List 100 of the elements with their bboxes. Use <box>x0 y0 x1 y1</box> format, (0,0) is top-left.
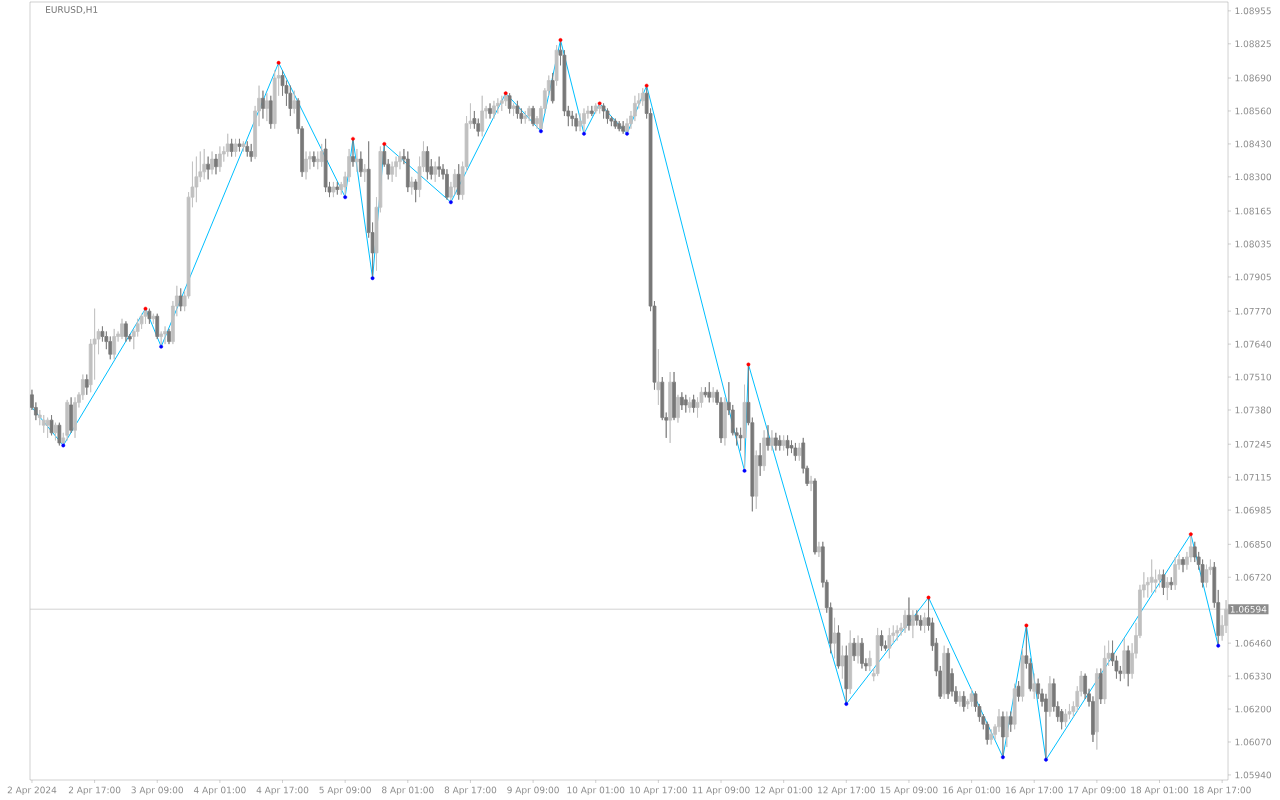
candlestick <box>754 450 759 510</box>
candlestick <box>957 690 962 707</box>
candlestick <box>167 328 171 345</box>
candlestick <box>194 156 199 203</box>
x-tick-label: 11 Apr 09:00 <box>692 786 750 796</box>
candlestick <box>852 637 856 662</box>
y-tick-label: 1.08955 <box>1235 7 1271 15</box>
candlestick <box>57 422 62 446</box>
y-tick-label: 1.08690 <box>1235 74 1272 82</box>
line-series <box>31 39 1219 761</box>
candlestick <box>268 95 273 130</box>
candlestick <box>793 442 798 462</box>
candlestick <box>574 113 579 132</box>
candlestick <box>288 85 293 117</box>
candlestick <box>124 320 128 342</box>
point <box>343 195 348 200</box>
point <box>382 142 387 146</box>
point <box>844 702 849 706</box>
point <box>276 60 281 65</box>
y-tick-label: 1.06330 <box>1235 672 1272 680</box>
candlestick <box>445 168 449 201</box>
candlestick <box>777 434 782 451</box>
point <box>539 129 543 134</box>
candlestick <box>770 429 774 451</box>
candlestick <box>480 95 485 137</box>
y-tick-label: 1.07770 <box>1235 307 1272 315</box>
x-tick-label: 8 Apr 01:00 <box>382 786 434 796</box>
candlestick <box>856 635 860 664</box>
y-tick-label: 1.07510 <box>1235 373 1272 381</box>
candlestick <box>809 475 813 492</box>
y-tick-label: 1.08165 <box>1235 207 1271 215</box>
candlestick <box>817 541 821 558</box>
candlestick <box>206 156 211 180</box>
candlestick <box>1173 556 1178 591</box>
candlestick <box>1181 556 1185 573</box>
candlestick <box>523 110 528 125</box>
y-tick-label: 1.06070 <box>1235 738 1272 746</box>
candlestick <box>433 161 438 183</box>
candlestick <box>1020 647 1025 702</box>
candlestick <box>112 328 117 360</box>
candlestick <box>394 156 398 178</box>
candlestick <box>405 151 410 193</box>
candlestick <box>1098 668 1103 705</box>
candlestick <box>492 100 496 119</box>
candlestick <box>758 442 763 477</box>
candlestick <box>507 92 512 114</box>
point <box>625 131 629 136</box>
candlestick <box>683 394 688 413</box>
candlestick <box>668 371 672 444</box>
candlestick <box>425 146 430 180</box>
y-tick-label: 1.07245 <box>1235 440 1271 448</box>
candlestick <box>914 609 919 626</box>
candlestick <box>147 308 152 325</box>
candlestick <box>527 105 532 122</box>
candlestick <box>49 414 54 436</box>
candlestick <box>335 181 340 195</box>
candlestick <box>163 325 167 345</box>
candlestick <box>45 417 50 439</box>
candlestick <box>613 118 618 130</box>
x-tick-label: 5 Apr 09:00 <box>319 786 371 796</box>
candlestick <box>766 424 770 451</box>
candlestick <box>323 138 328 193</box>
candlestick <box>69 396 73 434</box>
candlestick <box>1063 708 1068 728</box>
candlestick <box>762 429 766 472</box>
candlestick <box>351 138 355 168</box>
candlestick <box>867 650 872 672</box>
point <box>746 362 751 367</box>
y-tick-label: 1.08430 <box>1235 140 1272 148</box>
point <box>582 131 586 136</box>
candlestick <box>711 386 716 403</box>
candlestick <box>1044 693 1048 761</box>
candlestick <box>178 287 183 312</box>
candlestick <box>331 181 336 198</box>
candlestick <box>617 120 622 132</box>
candlestick <box>488 102 492 119</box>
candlestick <box>848 630 853 695</box>
candlestick <box>1102 645 1107 705</box>
candlestick <box>358 151 363 178</box>
candlestick <box>773 432 778 451</box>
x-tick-label: 16 Apr 01:00 <box>943 786 1001 796</box>
point <box>558 38 563 42</box>
x-tick-label: 10 Apr 17:00 <box>630 786 687 796</box>
candlestick <box>355 148 359 173</box>
candlestick <box>1161 569 1166 596</box>
x-tick-label: 10 Apr 01:00 <box>567 786 625 796</box>
x-tick-label: 4 Apr 17:00 <box>256 786 309 796</box>
point <box>370 276 375 281</box>
x-tick-label: 16 Apr 17:00 <box>1005 786 1063 796</box>
candlestick <box>41 414 46 434</box>
y-tick-label: 1.07115 <box>1235 473 1271 481</box>
candlestick <box>409 176 414 195</box>
candlestick <box>1095 668 1099 750</box>
candlestick <box>413 178 418 203</box>
candlestick <box>304 151 308 180</box>
candlestick <box>437 156 441 178</box>
candlestick <box>1016 680 1021 702</box>
candlestick <box>319 143 324 168</box>
point <box>742 468 747 473</box>
candlestick <box>65 399 70 441</box>
